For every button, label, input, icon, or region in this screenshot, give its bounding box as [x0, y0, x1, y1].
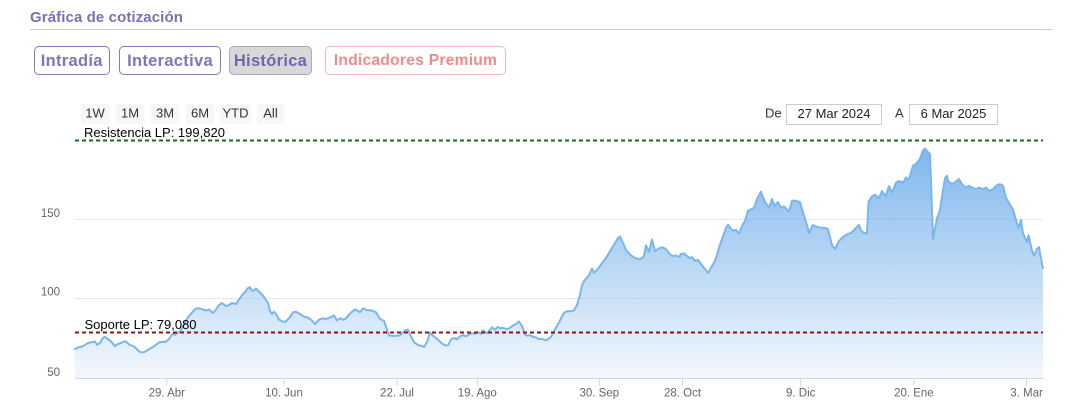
- svg-text:YTD: YTD: [223, 106, 249, 121]
- svg-text:22. Jul: 22. Jul: [380, 388, 414, 400]
- svg-text:Resistencia LP: 199,820: Resistencia LP: 199,820: [84, 125, 225, 140]
- svg-text:9. Dic: 9. Dic: [786, 388, 816, 400]
- svg-text:30. Sep: 30. Sep: [579, 388, 619, 400]
- svg-text:27 Mar 2024: 27 Mar 2024: [798, 106, 871, 121]
- svg-text:150: 150: [41, 208, 60, 220]
- svg-text:29. Abr: 29. Abr: [149, 388, 186, 400]
- svg-text:A: A: [895, 106, 904, 121]
- svg-text:100: 100: [41, 287, 60, 299]
- svg-text:6 Mar 2025: 6 Mar 2025: [921, 106, 987, 121]
- svg-text:1M: 1M: [121, 106, 139, 121]
- svg-text:3M: 3M: [156, 106, 174, 121]
- svg-text:De: De: [765, 106, 782, 121]
- svg-text:3. Mar: 3. Mar: [1010, 388, 1043, 400]
- svg-text:Soporte LP: 79,080: Soporte LP: 79,080: [85, 317, 197, 332]
- svg-text:6M: 6M: [191, 106, 209, 121]
- svg-text:19. Ago: 19. Ago: [458, 388, 497, 400]
- svg-text:10. Jun: 10. Jun: [265, 388, 303, 400]
- svg-text:28. Oct: 28. Oct: [664, 388, 702, 400]
- svg-text:All: All: [263, 106, 278, 121]
- svg-text:50: 50: [47, 367, 60, 379]
- svg-text:20. Ene: 20. Ene: [894, 388, 934, 400]
- svg-text:1W: 1W: [85, 106, 105, 121]
